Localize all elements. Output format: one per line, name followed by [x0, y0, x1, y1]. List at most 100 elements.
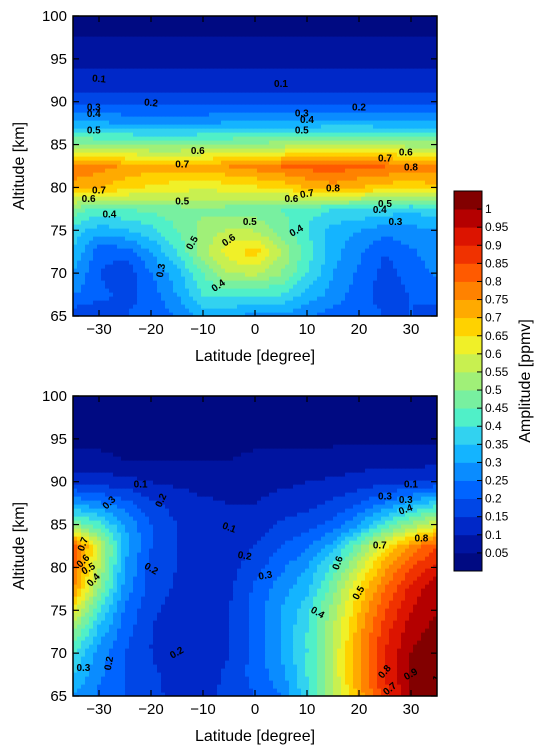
- contour-cell: [413, 224, 418, 229]
- contour-cell: [373, 180, 378, 185]
- contour-cell: [241, 204, 246, 209]
- contour-cell: [77, 120, 82, 125]
- contour-cell: [125, 156, 130, 161]
- contour-cell: [133, 216, 138, 221]
- contour-cell: [101, 244, 106, 249]
- contour-cell: [149, 200, 154, 205]
- contour-cell: [281, 148, 286, 153]
- contour-cell: [205, 244, 210, 249]
- contour-cell: [317, 268, 322, 273]
- contour-cell: [261, 144, 266, 149]
- contour-cell: [213, 152, 218, 157]
- contour-cell: [425, 116, 430, 121]
- contour-cell: [113, 124, 118, 129]
- contour-cell: [93, 240, 98, 245]
- contour-cell: [309, 200, 314, 205]
- contour-cell: [389, 200, 394, 205]
- contour-cell: [325, 264, 330, 269]
- contour-cell: [257, 216, 262, 221]
- contour-cell: [89, 276, 94, 281]
- contour-cell: [241, 128, 246, 133]
- contour-cell: [389, 264, 394, 269]
- contour-cell: [73, 252, 78, 257]
- contour-cell: [341, 132, 346, 137]
- contour-cell: [409, 160, 414, 165]
- contour-cell: [297, 284, 302, 289]
- contour-cell: [285, 272, 290, 277]
- contour-cell: [137, 104, 142, 109]
- contour-cell: [277, 136, 282, 141]
- contour-cell: [401, 164, 406, 169]
- contour-cell: [365, 176, 370, 181]
- contour-cell: [277, 312, 282, 316]
- contour-cell: [253, 212, 258, 217]
- contour-cell: [353, 272, 358, 277]
- contour-cell: [137, 280, 142, 285]
- contour-cell: [349, 264, 354, 269]
- contour-cell: [97, 240, 102, 245]
- contour-cell: [133, 192, 138, 197]
- contour-cell: [317, 276, 322, 281]
- contour-cell: [177, 276, 182, 281]
- contour-cell: [77, 200, 82, 205]
- contour-cell: [289, 280, 294, 285]
- contour-cell: [269, 188, 274, 193]
- contour-cell: [261, 124, 266, 129]
- contour-cell: [261, 284, 266, 289]
- contour-cell: [321, 112, 326, 117]
- contour-cell: [269, 308, 274, 313]
- contour-cell: [405, 304, 410, 309]
- contour-cell: [365, 232, 370, 237]
- contour-cell: [365, 144, 370, 149]
- contour-cell: [205, 308, 210, 313]
- contour-cell: [105, 100, 110, 105]
- contour-cell: [361, 108, 366, 113]
- contour-cell: [337, 192, 342, 197]
- contour-cell: [81, 272, 86, 277]
- contour-cell: [237, 236, 242, 241]
- contour-cell: [173, 192, 178, 197]
- contour-cell: [137, 264, 142, 269]
- contour-cell: [389, 224, 394, 229]
- contour-cell: [381, 180, 386, 185]
- contour-cell: [97, 284, 102, 289]
- contour-cell: [145, 112, 150, 117]
- contour-cell: [433, 256, 437, 261]
- contour-cell: [157, 272, 162, 277]
- contour-cell: [117, 128, 122, 133]
- contour-cell: [145, 300, 150, 305]
- contour-cell: [309, 308, 314, 313]
- contour-cell: [349, 296, 354, 301]
- contour-cell: [289, 296, 294, 301]
- contour-cell: [325, 200, 330, 205]
- contour-cell: [257, 104, 262, 109]
- contour-cell: [425, 152, 430, 157]
- contour-cell: [153, 180, 158, 185]
- contour-cell: [401, 132, 406, 137]
- contour-cell: [389, 188, 394, 193]
- contour-cell: [273, 108, 278, 113]
- contour-cell: [273, 160, 278, 165]
- contour-cell: [145, 264, 150, 269]
- contour-cell: [321, 216, 326, 221]
- contour-cell: [133, 176, 138, 181]
- contour-cell: [285, 100, 290, 105]
- contour-cell: [389, 288, 394, 293]
- contour-cell: [381, 184, 386, 189]
- contour-cell: [341, 256, 346, 261]
- contour-cell: [205, 168, 210, 173]
- contour-cell: [89, 272, 94, 277]
- contour-cell: [325, 164, 330, 169]
- contour-cell: [97, 196, 102, 201]
- contour-cell: [429, 272, 434, 277]
- contour-cell: [289, 180, 294, 185]
- contour-cell: [341, 268, 346, 273]
- contour-cell: [409, 208, 414, 213]
- contour-cell: [97, 136, 102, 141]
- contour-cell: [125, 196, 130, 201]
- contour-cell: [181, 280, 186, 285]
- contour-cell: [109, 208, 114, 213]
- contour-cell: [117, 292, 122, 297]
- contour-cell: [145, 216, 150, 221]
- contour-cell: [361, 260, 366, 265]
